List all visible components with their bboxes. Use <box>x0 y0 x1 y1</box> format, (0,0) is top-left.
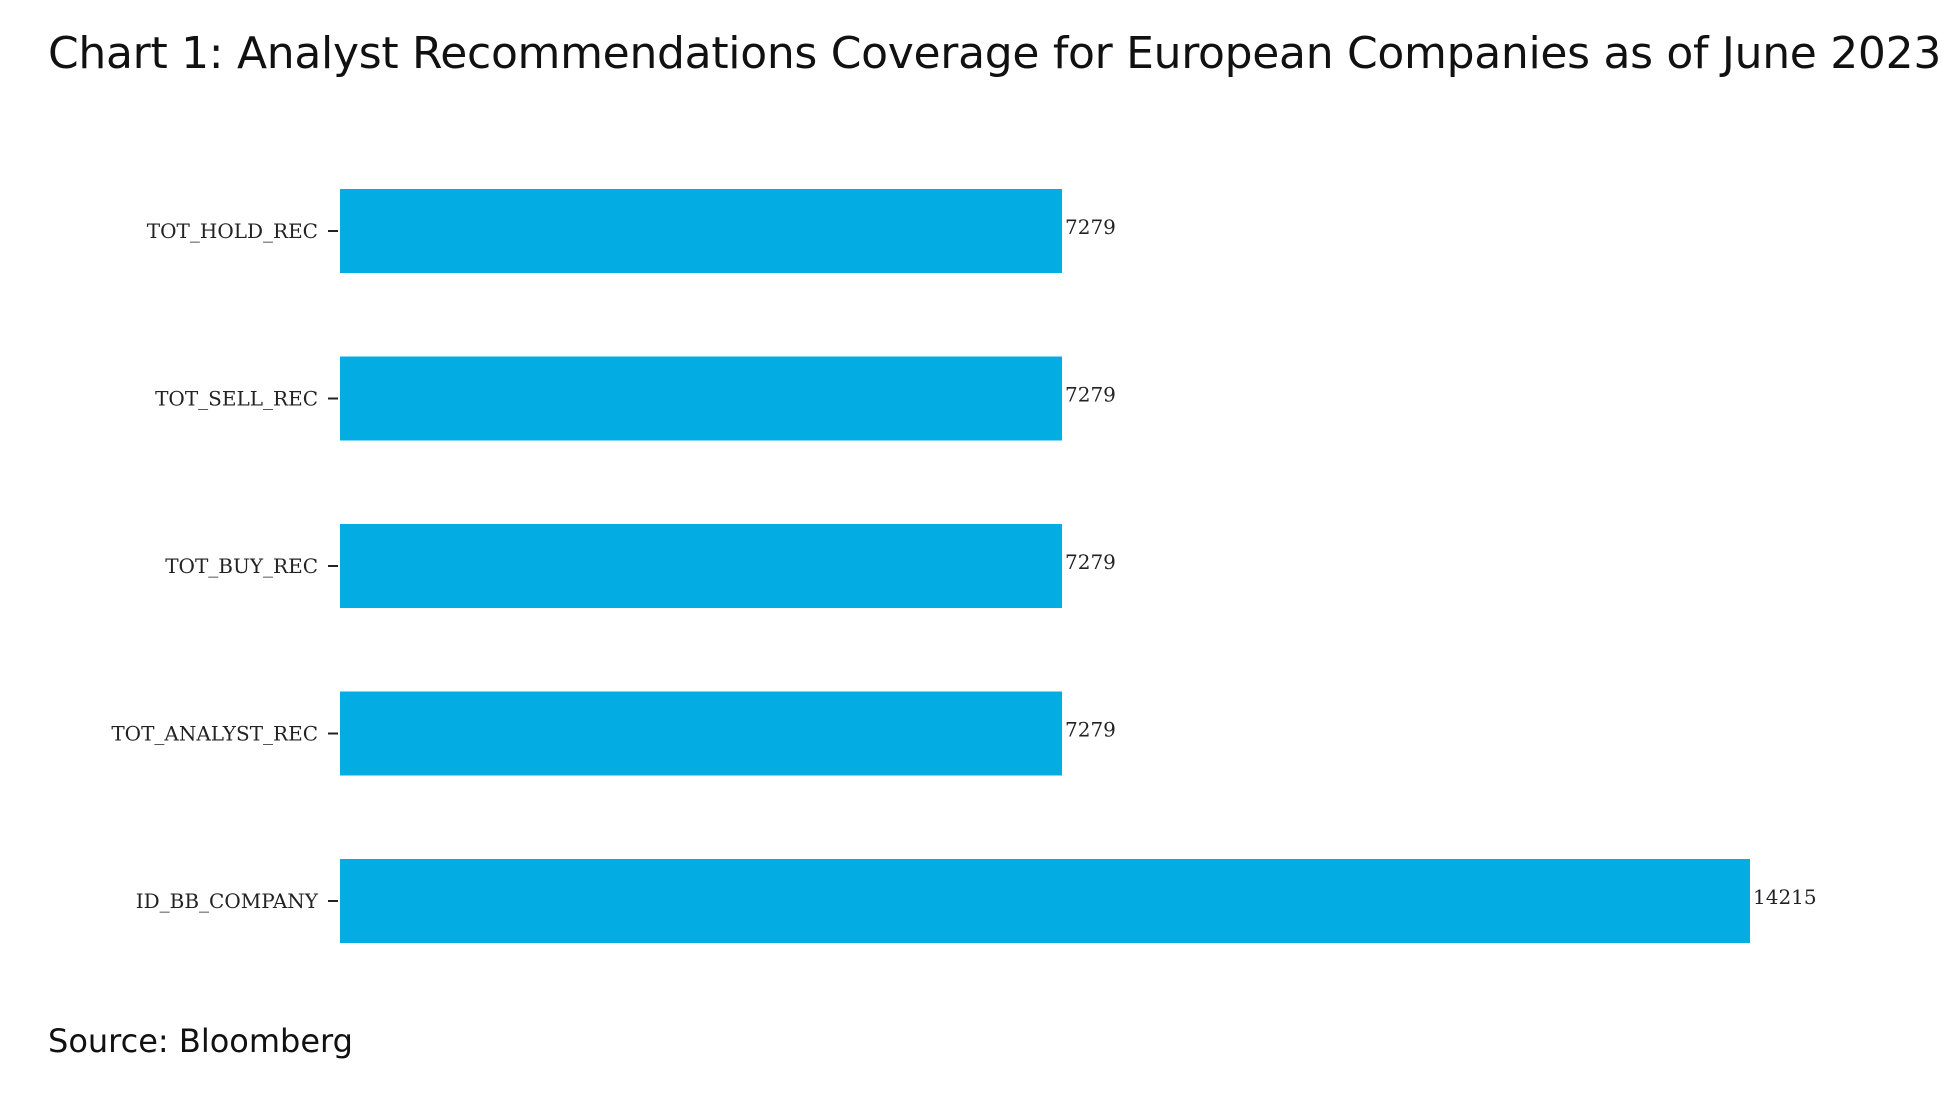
bar-tot-analyst-rec <box>340 691 1063 776</box>
y-tick-label: TOT_BUY_REC <box>165 554 318 578</box>
chart-title: Chart 1: Analyst Recommendations Coverag… <box>48 28 1942 79</box>
y-tick-label: TOT_HOLD_REC <box>147 219 318 243</box>
bar-tot-hold-rec <box>340 189 1063 273</box>
chart-source: Source: Bloomberg <box>48 1022 353 1060</box>
data-label: 7279 <box>1065 550 1116 574</box>
y-tick-label: TOT_SELL_REC <box>155 387 318 411</box>
data-label: 7279 <box>1065 718 1116 742</box>
data-label: 7279 <box>1065 383 1116 407</box>
y-tick-label: ID_BB_COMPANY <box>136 889 319 913</box>
bar-id-bb-company <box>340 859 1750 943</box>
bar-tot-sell-rec <box>340 356 1063 441</box>
data-label: 7279 <box>1065 215 1116 239</box>
bar-tot-buy-rec <box>340 524 1063 608</box>
data-label: 14215 <box>1753 885 1817 909</box>
y-tick-label: TOT_ANALYST_REC <box>111 722 318 746</box>
